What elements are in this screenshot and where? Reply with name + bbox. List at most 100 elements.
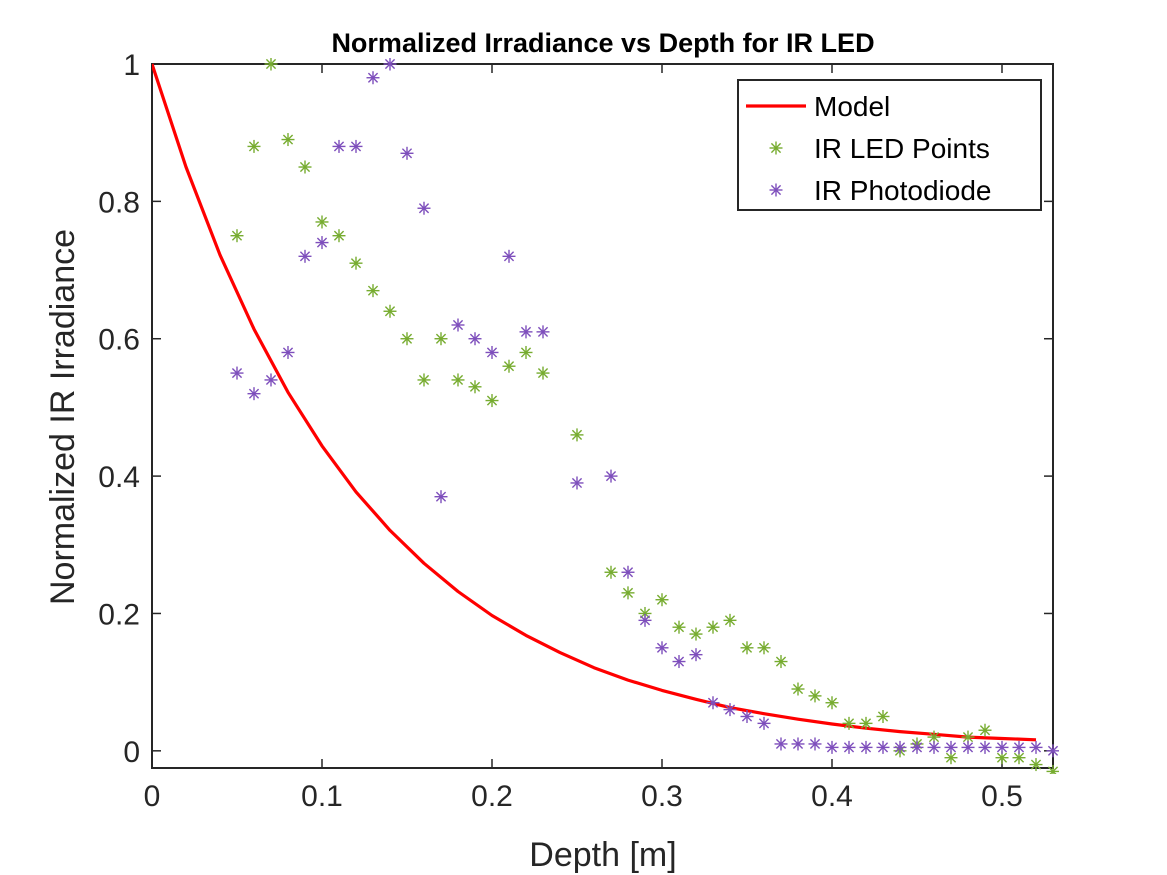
- data-point-ir-photodiode: [1012, 740, 1026, 754]
- data-point-ir-led-points: [825, 696, 839, 710]
- data-point-ir-led-points: [332, 229, 346, 243]
- data-point-ir-photodiode: [689, 648, 703, 662]
- data-point-ir-led-points: [842, 716, 856, 730]
- data-point-ir-led-points: [723, 613, 737, 627]
- data-point-ir-photodiode: [995, 740, 1009, 754]
- data-layer: [152, 58, 1059, 774]
- x-tick-label: 0: [144, 780, 161, 813]
- data-point-ir-led-points: [281, 133, 295, 147]
- data-point-ir-photodiode: [298, 249, 312, 263]
- data-point-ir-photodiode: [740, 709, 754, 723]
- data-point-ir-photodiode: [723, 703, 737, 717]
- data-point-ir-led-points: [536, 366, 550, 380]
- data-point-ir-led-points: [400, 332, 414, 346]
- data-point-ir-led-points: [502, 359, 516, 373]
- data-point-ir-led-points: [689, 627, 703, 641]
- data-point-ir-photodiode: [485, 345, 499, 359]
- data-point-ir-photodiode: [519, 325, 533, 339]
- data-point-ir-led-points: [791, 682, 805, 696]
- data-point-ir-led-points: [468, 380, 482, 394]
- data-point-ir-photodiode: [281, 345, 295, 359]
- y-tick-label: 1: [123, 49, 140, 82]
- data-point-ir-led-points: [655, 593, 669, 607]
- data-point-ir-led-points: [706, 620, 720, 634]
- data-point-ir-led-points: [315, 215, 329, 229]
- data-point-ir-led-points: [349, 256, 363, 270]
- data-point-ir-led-points: [247, 139, 261, 153]
- x-tick-label: 0.3: [641, 780, 683, 813]
- data-point-ir-photodiode: [451, 318, 465, 332]
- y-tick-label: 0: [123, 736, 140, 769]
- data-point-ir-photodiode: [655, 641, 669, 655]
- data-point-ir-photodiode: [808, 737, 822, 751]
- data-point-ir-photodiode: [621, 565, 635, 579]
- data-point-ir-photodiode: [570, 476, 584, 490]
- y-tick-label: 0.2: [98, 598, 140, 631]
- data-point-ir-led-points: [604, 565, 618, 579]
- data-point-ir-led-points: [774, 655, 788, 669]
- data-point-ir-photodiode: [893, 740, 907, 754]
- data-point-ir-photodiode: [876, 740, 890, 754]
- data-point-ir-led-points: [298, 160, 312, 174]
- data-point-ir-photodiode: [1029, 740, 1043, 754]
- data-point-ir-photodiode: [910, 740, 924, 754]
- data-point-ir-photodiode: [230, 366, 244, 380]
- data-point-ir-photodiode: [604, 469, 618, 483]
- data-point-ir-led-points: [485, 394, 499, 408]
- data-point-ir-photodiode: [961, 740, 975, 754]
- x-tick-label: 0.4: [811, 780, 853, 813]
- legend-swatch-ir-photodiode: [769, 183, 783, 197]
- data-point-ir-led-points: [230, 229, 244, 243]
- data-point-ir-photodiode: [825, 740, 839, 754]
- data-point-ir-led-points: [978, 723, 992, 737]
- data-point-ir-led-points: [672, 620, 686, 634]
- data-point-ir-led-points: [927, 730, 941, 744]
- y-tick-label: 0.4: [98, 461, 140, 494]
- data-point-ir-led-points: [1029, 758, 1043, 772]
- legend-label-model: Model: [814, 91, 890, 122]
- data-point-ir-led-points: [1046, 764, 1059, 774]
- data-point-ir-photodiode: [502, 249, 516, 263]
- data-point-ir-photodiode: [400, 146, 414, 160]
- data-point-ir-led-points: [383, 304, 397, 318]
- data-point-ir-led-points: [264, 58, 278, 71]
- data-point-ir-led-points: [740, 641, 754, 655]
- data-point-ir-photodiode: [417, 201, 431, 215]
- data-point-ir-led-points: [808, 689, 822, 703]
- data-point-ir-photodiode: [774, 737, 788, 751]
- data-point-ir-photodiode: [434, 490, 448, 504]
- data-point-ir-photodiode: [842, 740, 856, 754]
- data-point-ir-photodiode: [706, 696, 720, 710]
- data-point-ir-led-points: [417, 373, 431, 387]
- y-tick-label: 0.8: [98, 186, 140, 219]
- data-point-ir-photodiode: [757, 716, 771, 730]
- data-point-ir-led-points: [859, 716, 873, 730]
- data-point-ir-led-points: [621, 586, 635, 600]
- data-point-ir-photodiode: [1046, 744, 1059, 758]
- data-point-ir-photodiode: [247, 387, 261, 401]
- data-point-ir-photodiode: [638, 613, 652, 627]
- legend: Model IR LED Points IR Photodiode: [737, 79, 1042, 211]
- data-point-ir-photodiode: [264, 373, 278, 387]
- data-point-ir-photodiode: [536, 325, 550, 339]
- data-point-ir-photodiode: [978, 740, 992, 754]
- data-point-ir-photodiode: [383, 58, 397, 71]
- data-point-ir-led-points: [434, 332, 448, 346]
- series-line-model: [152, 63, 1037, 742]
- data-point-ir-photodiode: [468, 332, 482, 346]
- data-point-ir-photodiode: [315, 236, 329, 250]
- data-point-ir-photodiode: [366, 71, 380, 85]
- data-point-ir-photodiode: [859, 740, 873, 754]
- legend-box: [737, 79, 1042, 211]
- data-point-ir-photodiode: [332, 139, 346, 153]
- y-axis-label: Normalized IR Irradiance: [44, 229, 82, 605]
- x-tick-label: 0.1: [301, 780, 343, 813]
- y-tick-label: 0.6: [98, 324, 140, 357]
- data-point-ir-photodiode: [944, 740, 958, 754]
- data-point-ir-led-points: [876, 709, 890, 723]
- data-point-ir-led-points: [451, 373, 465, 387]
- legend-label-ir-photodiode: IR Photodiode: [814, 175, 991, 206]
- legend-label-ir-led-points: IR LED Points: [814, 133, 990, 164]
- x-axis-label: Depth [m]: [529, 836, 676, 874]
